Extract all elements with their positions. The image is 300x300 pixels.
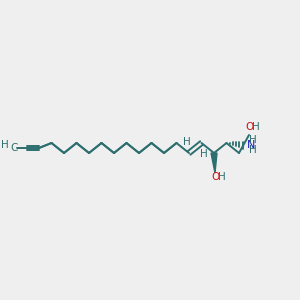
Text: N: N [247,140,255,150]
Polygon shape [211,153,217,173]
Text: H: H [200,149,207,159]
Text: H: H [249,135,256,145]
Text: H: H [249,145,256,155]
Text: O: O [212,172,220,182]
Text: H: H [183,137,191,147]
Text: H: H [218,172,226,182]
Text: O: O [246,122,254,132]
Text: C: C [10,143,18,153]
Text: H: H [1,140,9,150]
Text: H: H [252,122,260,132]
